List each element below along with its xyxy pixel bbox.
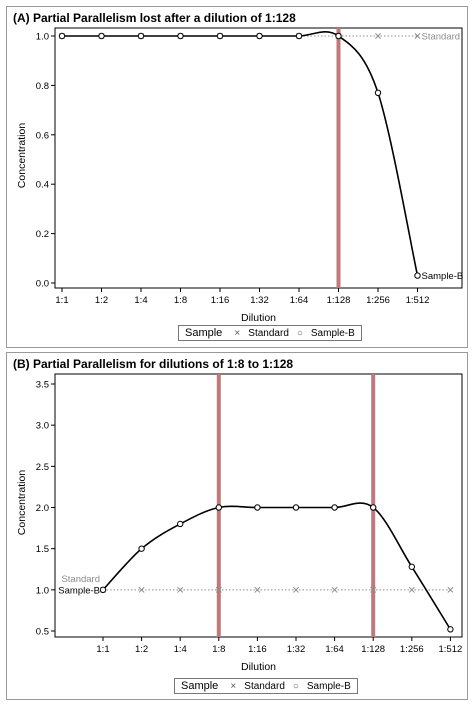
standard-x-marker	[177, 586, 184, 593]
y-tick-label: 1.0	[36, 32, 49, 43]
sample-b-circle-marker	[256, 32, 263, 40]
sample-b-circle-marker	[138, 545, 145, 552]
standard-x-marker	[408, 586, 415, 593]
series-label-sample-b: Sample-B	[58, 585, 100, 596]
sample-b-circle-marker	[370, 504, 377, 511]
chart-b-plot: 0.5 1.0 1.5 2.0 2.5 3.0 3.5 1:1 1:2 1:4 1:8 1:16 1:3…	[16, 373, 463, 673]
y-tick-label: 2.0	[36, 503, 49, 514]
sample-b-circle-marker	[292, 504, 300, 511]
sample-b-circle-marker	[177, 520, 184, 528]
sample-b-circle-marker	[254, 504, 261, 511]
legend-title: Sample	[185, 327, 223, 339]
plot-frame	[54, 373, 463, 638]
sample-b-circle-marker	[99, 586, 107, 594]
y-tick-label: 2.5	[36, 462, 49, 473]
x-tick-label: 1:256	[400, 644, 424, 655]
x-tick-label: 1:32	[287, 644, 306, 655]
standard-x-marker	[447, 586, 454, 593]
chart-panel-a: (A) Partial Parallelism lost after a dil…	[6, 6, 468, 348]
sample-b-circle-marker	[447, 626, 454, 633]
sample-b-circle-marker	[414, 272, 421, 279]
sample-b-circle-marker	[58, 32, 66, 40]
y-tick-label: 3.5	[36, 380, 49, 391]
series-line-sample-b	[102, 502, 452, 630]
x-tick-label: 1:4	[174, 644, 187, 655]
sample-b-circle-marker	[374, 89, 382, 97]
sample-b-circle-marker	[215, 504, 223, 511]
sample-b-circle-marker	[335, 32, 342, 40]
standard-x-marker	[215, 586, 222, 593]
x-tick-label: 1:512	[439, 644, 463, 655]
x-tick-label: 1:512	[406, 295, 430, 306]
series-line-sample-b	[61, 31, 419, 276]
sample-b-circle-marker	[98, 32, 105, 40]
sample-b-circle-marker	[295, 32, 303, 40]
sample-b-circle-marker	[331, 504, 338, 511]
series-label-sample-b: Sample-B	[422, 271, 464, 282]
legend-standard-x-icon: ×	[230, 680, 237, 692]
chart-a-legend: Sample × Standard ○ Sample-B	[178, 325, 362, 341]
x-tick-label: 1:16	[248, 644, 267, 655]
x-axis-label: Dilution	[241, 661, 276, 673]
x-tick-label: 1:256	[366, 295, 390, 306]
standard-x-marker	[414, 33, 421, 39]
legend-entry-standard: Standard	[248, 327, 289, 339]
standard-x-marker	[254, 586, 261, 593]
series-label-standard: Standard	[422, 32, 461, 43]
y-axis-label: Concentration	[16, 123, 28, 189]
x-tick-label: 1:128	[361, 644, 385, 655]
y-tick-label: 0.8	[36, 81, 49, 92]
chart-a-plot: 0.0 0.2 0.4 0.6 0.8 1.0 1:1 1:2 1:4 1:8 1:16 1:32 1:…	[16, 27, 464, 324]
sample-b-circle-marker	[216, 32, 224, 40]
x-tick-label: 1:1	[55, 295, 68, 306]
sample-b-circle-marker	[137, 32, 145, 40]
x-tick-label: 1:128	[327, 295, 351, 306]
x-axis-label: Dilution	[241, 312, 276, 324]
x-tick-label: 1:2	[95, 295, 108, 306]
standard-x-marker	[138, 586, 145, 593]
legend-sample-circle-icon: ○	[292, 680, 299, 692]
x-tick-label: 1:32	[250, 295, 269, 306]
legend-title: Sample	[181, 680, 219, 692]
sample-b-circle-marker	[408, 563, 415, 570]
chart-b-title: (B) Partial Parallelism for dilutions of…	[13, 357, 294, 371]
plot-frame	[54, 27, 463, 289]
x-tick-label: 1:64	[290, 295, 309, 306]
legend-standard-x-icon: ×	[234, 327, 241, 339]
x-tick-label: 1:2	[135, 644, 148, 655]
x-tick-label: 1:16	[211, 295, 230, 306]
series-label-standard: Standard	[61, 574, 100, 585]
chart-b-legend: Sample × Standard ○ Sample-B	[174, 678, 358, 694]
y-tick-label: 1.5	[36, 544, 49, 555]
standard-x-marker	[293, 586, 299, 593]
legend-entry-sample-b: Sample-B	[310, 327, 355, 339]
x-tick-label: 1:8	[174, 295, 187, 306]
x-tick-label: 1:4	[134, 295, 147, 306]
legend-entry-sample-b: Sample-B	[306, 680, 351, 692]
x-tick-label: 1:1	[96, 644, 109, 655]
sample-b-circle-marker	[177, 32, 184, 40]
standard-x-marker	[375, 33, 381, 39]
y-tick-label: 3.0	[36, 421, 49, 432]
y-tick-label: 0.5	[36, 627, 49, 638]
standard-x-marker	[331, 586, 338, 593]
chart-panel-b: (B) Partial Parallelism for dilutions of…	[6, 352, 468, 700]
y-tick-label: 0.2	[36, 229, 49, 240]
y-tick-label: 0.0	[36, 279, 49, 290]
y-tick-label: 1.0	[36, 585, 49, 596]
legend-sample-circle-icon: ○	[296, 327, 303, 339]
y-tick-label: 0.6	[36, 130, 49, 141]
chart-a-title: (A) Partial Parallelism lost after a dil…	[13, 11, 296, 25]
y-tick-label: 0.4	[36, 180, 49, 191]
standard-x-marker	[370, 586, 377, 593]
legend-entry-standard: Standard	[244, 680, 285, 692]
y-axis-label: Concentration	[16, 470, 28, 536]
x-tick-label: 1:8	[212, 644, 225, 655]
x-tick-label: 1:64	[325, 644, 344, 655]
